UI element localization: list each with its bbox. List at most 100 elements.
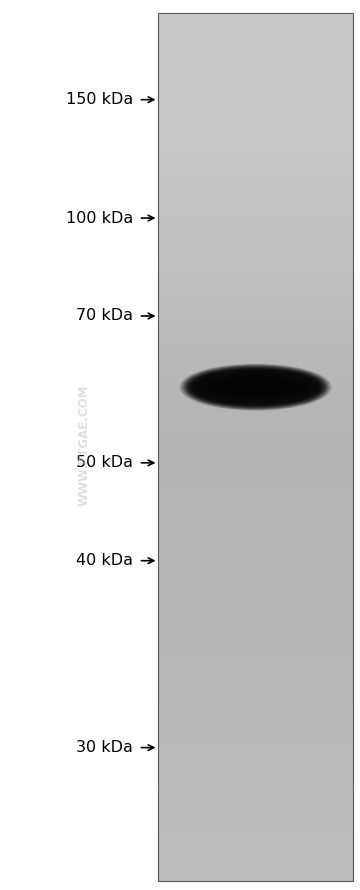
Bar <box>158 39 353 42</box>
Bar <box>158 98 353 100</box>
Bar <box>158 226 353 228</box>
Bar <box>158 174 353 176</box>
Ellipse shape <box>183 365 329 409</box>
Bar <box>158 336 353 339</box>
Ellipse shape <box>214 381 297 393</box>
Bar <box>158 417 353 419</box>
Ellipse shape <box>215 382 296 392</box>
Bar <box>158 868 353 870</box>
Bar <box>158 860 353 862</box>
Bar <box>158 20 353 22</box>
Bar <box>158 261 353 263</box>
Bar <box>158 851 353 853</box>
Bar <box>158 549 353 551</box>
Bar <box>158 182 353 185</box>
Bar <box>158 148 353 150</box>
Bar <box>158 285 353 287</box>
Bar <box>158 599 353 602</box>
Bar <box>158 458 353 460</box>
Bar <box>158 651 353 653</box>
Bar <box>158 759 353 762</box>
Bar <box>158 701 353 703</box>
Bar <box>158 466 353 469</box>
Bar <box>158 712 353 714</box>
Bar <box>158 605 353 608</box>
Bar <box>158 798 353 801</box>
Ellipse shape <box>201 375 310 400</box>
Bar <box>158 647 353 649</box>
Bar <box>158 643 353 644</box>
Bar <box>158 732 353 733</box>
Bar <box>158 400 353 401</box>
Bar <box>158 293 353 295</box>
Bar <box>158 578 353 579</box>
Bar <box>158 430 353 432</box>
Bar <box>158 703 353 706</box>
Bar <box>158 339 353 341</box>
Bar <box>158 278 353 280</box>
Ellipse shape <box>192 370 320 404</box>
Bar <box>158 506 353 508</box>
Bar <box>158 215 353 217</box>
Bar <box>158 309 353 311</box>
Bar <box>158 499 353 501</box>
Bar <box>158 178 353 181</box>
Bar <box>158 525 353 528</box>
Bar <box>158 558 353 560</box>
Bar <box>158 410 353 413</box>
Bar <box>158 584 353 586</box>
Bar <box>158 243 353 246</box>
Bar <box>158 724 353 727</box>
Bar <box>158 320 353 321</box>
Ellipse shape <box>194 371 317 403</box>
Bar <box>158 638 353 640</box>
Bar <box>158 489 353 490</box>
Bar <box>158 169 353 172</box>
Bar <box>158 208 353 211</box>
Bar <box>158 48 353 50</box>
Bar <box>158 790 353 792</box>
Bar <box>158 291 353 293</box>
Bar <box>158 738 353 740</box>
Bar <box>158 775 353 777</box>
Bar <box>158 857 353 860</box>
Bar <box>158 543 353 545</box>
Bar <box>158 13 353 881</box>
Bar <box>158 68 353 69</box>
Bar <box>158 538 353 540</box>
Bar <box>158 181 353 182</box>
Bar <box>158 756 353 757</box>
Bar <box>158 239 353 241</box>
Bar <box>158 603 353 605</box>
Bar <box>158 762 353 764</box>
Bar <box>158 716 353 718</box>
Bar <box>158 513 353 514</box>
Ellipse shape <box>217 384 294 391</box>
Bar <box>158 510 353 513</box>
Bar <box>158 220 353 222</box>
Bar <box>158 274 353 276</box>
Bar <box>158 15 353 18</box>
Bar <box>158 434 353 436</box>
Bar <box>158 636 353 638</box>
Bar <box>158 124 353 126</box>
Text: 150 kDa: 150 kDa <box>66 93 133 107</box>
Bar <box>158 432 353 434</box>
Bar <box>158 821 353 822</box>
Bar <box>158 573 353 575</box>
Bar <box>158 102 353 104</box>
Bar <box>158 126 353 128</box>
Bar <box>158 482 353 484</box>
Bar <box>158 751 353 753</box>
Bar <box>158 172 353 174</box>
Bar <box>158 632 353 634</box>
Bar <box>158 825 353 827</box>
Bar <box>158 280 353 282</box>
Bar <box>158 528 353 530</box>
Ellipse shape <box>223 386 288 388</box>
Bar <box>158 395 353 397</box>
Bar <box>158 740 353 742</box>
Bar <box>158 146 353 148</box>
Bar <box>158 256 353 258</box>
Bar <box>158 523 353 525</box>
